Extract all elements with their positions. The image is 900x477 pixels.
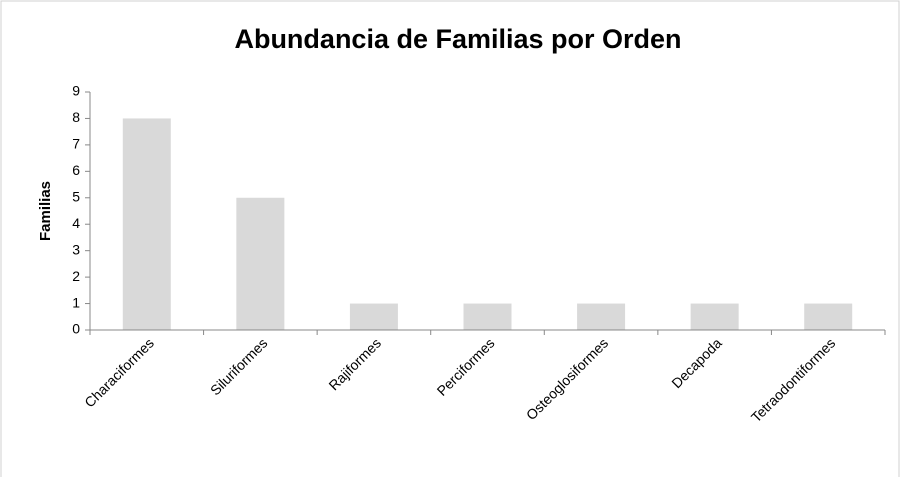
x-tick-label: Tetraodontiformes bbox=[748, 335, 839, 426]
x-tick-label: Decapoda bbox=[668, 335, 725, 392]
y-tick-label: 3 bbox=[72, 241, 80, 257]
y-tick-label: 1 bbox=[72, 294, 80, 310]
bar bbox=[577, 303, 626, 330]
chart-title: Abundancia de Familias por Orden bbox=[234, 24, 681, 54]
y-axis-label: Familias bbox=[37, 181, 54, 241]
y-tick-label: 0 bbox=[72, 321, 80, 337]
y-tick-label: 6 bbox=[72, 162, 80, 178]
x-tick-label: Osteoglosiformes bbox=[523, 335, 611, 423]
bar bbox=[236, 197, 285, 330]
y-tick-label: 7 bbox=[72, 136, 80, 152]
bar bbox=[804, 303, 853, 330]
x-tick-label: Rajiformes bbox=[325, 335, 384, 394]
bar bbox=[463, 303, 512, 330]
y-tick-label: 2 bbox=[72, 268, 80, 284]
y-tick-label: 9 bbox=[72, 83, 80, 99]
bar bbox=[690, 303, 739, 330]
y-tick-label: 4 bbox=[72, 215, 80, 231]
bar bbox=[349, 303, 398, 330]
x-tick-label: Characiformes bbox=[81, 335, 157, 411]
y-tick-label: 8 bbox=[72, 109, 80, 125]
bar bbox=[122, 118, 171, 330]
x-tick-label: Siluriformes bbox=[207, 335, 271, 399]
x-tick-label: Perciformes bbox=[433, 335, 497, 399]
y-tick-label: 5 bbox=[72, 188, 80, 204]
